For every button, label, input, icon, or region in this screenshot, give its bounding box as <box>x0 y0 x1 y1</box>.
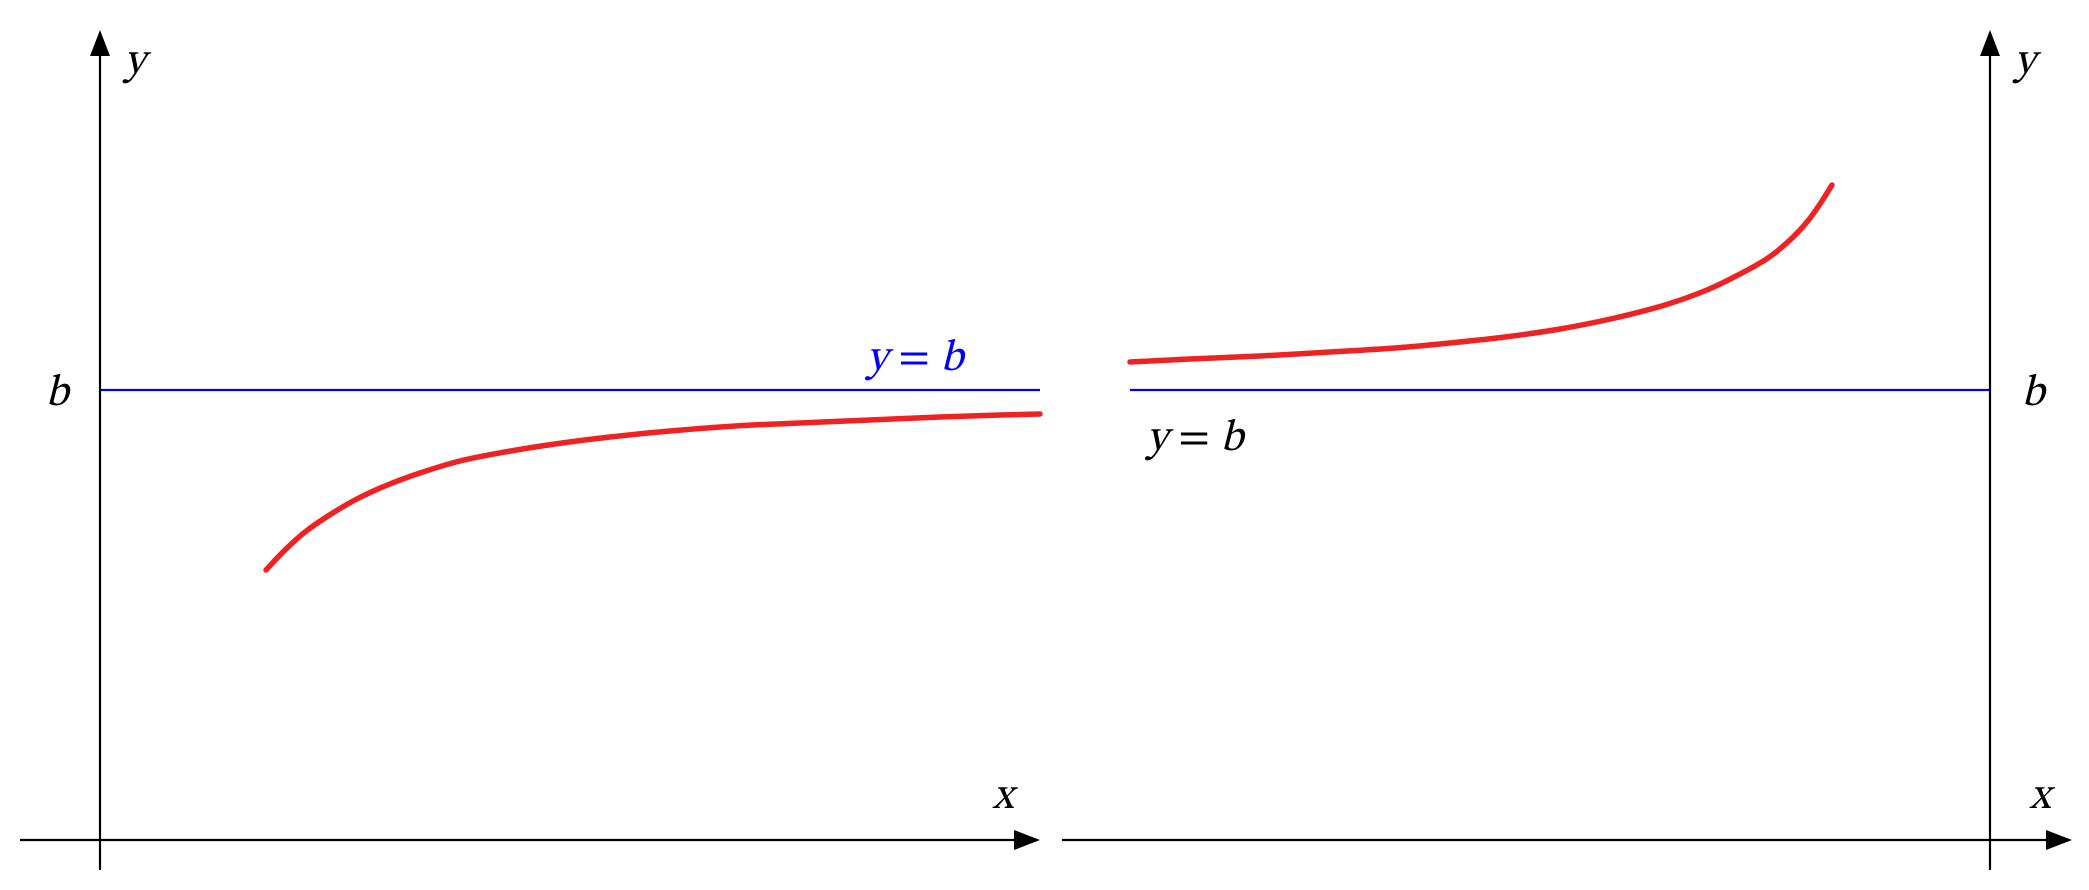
left-asymptote-label: y = b <box>864 337 967 381</box>
left-curve <box>266 414 1040 570</box>
right-x-label: x <box>2028 775 2055 819</box>
left-x-label: x <box>991 775 1018 819</box>
right-b-tick-label: b <box>2022 372 2048 416</box>
right-asymptote-label: y = b <box>1144 417 1247 461</box>
left-x-axis-arrowhead <box>1014 830 1040 850</box>
left-y-axis-arrowhead <box>90 30 110 56</box>
right-y-axis-arrowhead <box>1980 30 2000 56</box>
left-y-label: y <box>121 40 151 84</box>
right-curve <box>1130 185 1832 362</box>
right-x-axis-arrowhead <box>2046 830 2072 850</box>
right-y-label: y <box>2011 40 2041 84</box>
left-b-tick-label: b <box>46 372 72 416</box>
